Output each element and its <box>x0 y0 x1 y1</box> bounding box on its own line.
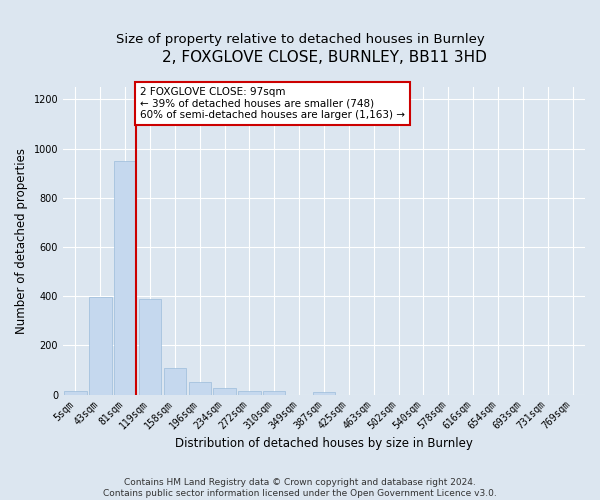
Bar <box>114 161 136 394</box>
Bar <box>64 391 86 394</box>
Title: 2, FOXGLOVE CLOSE, BURNLEY, BB11 3HD: 2, FOXGLOVE CLOSE, BURNLEY, BB11 3HD <box>161 50 487 65</box>
Bar <box>313 392 335 394</box>
Bar <box>214 388 236 394</box>
Bar <box>238 391 260 394</box>
Bar <box>139 298 161 394</box>
Bar <box>164 368 186 394</box>
Text: Size of property relative to detached houses in Burnley: Size of property relative to detached ho… <box>116 32 484 46</box>
Text: 2 FOXGLOVE CLOSE: 97sqm
← 39% of detached houses are smaller (748)
60% of semi-d: 2 FOXGLOVE CLOSE: 97sqm ← 39% of detache… <box>140 87 405 120</box>
Bar <box>188 382 211 394</box>
Y-axis label: Number of detached properties: Number of detached properties <box>15 148 28 334</box>
X-axis label: Distribution of detached houses by size in Burnley: Distribution of detached houses by size … <box>175 437 473 450</box>
Bar <box>89 298 112 394</box>
Bar <box>263 392 286 394</box>
Text: Contains HM Land Registry data © Crown copyright and database right 2024.
Contai: Contains HM Land Registry data © Crown c… <box>103 478 497 498</box>
